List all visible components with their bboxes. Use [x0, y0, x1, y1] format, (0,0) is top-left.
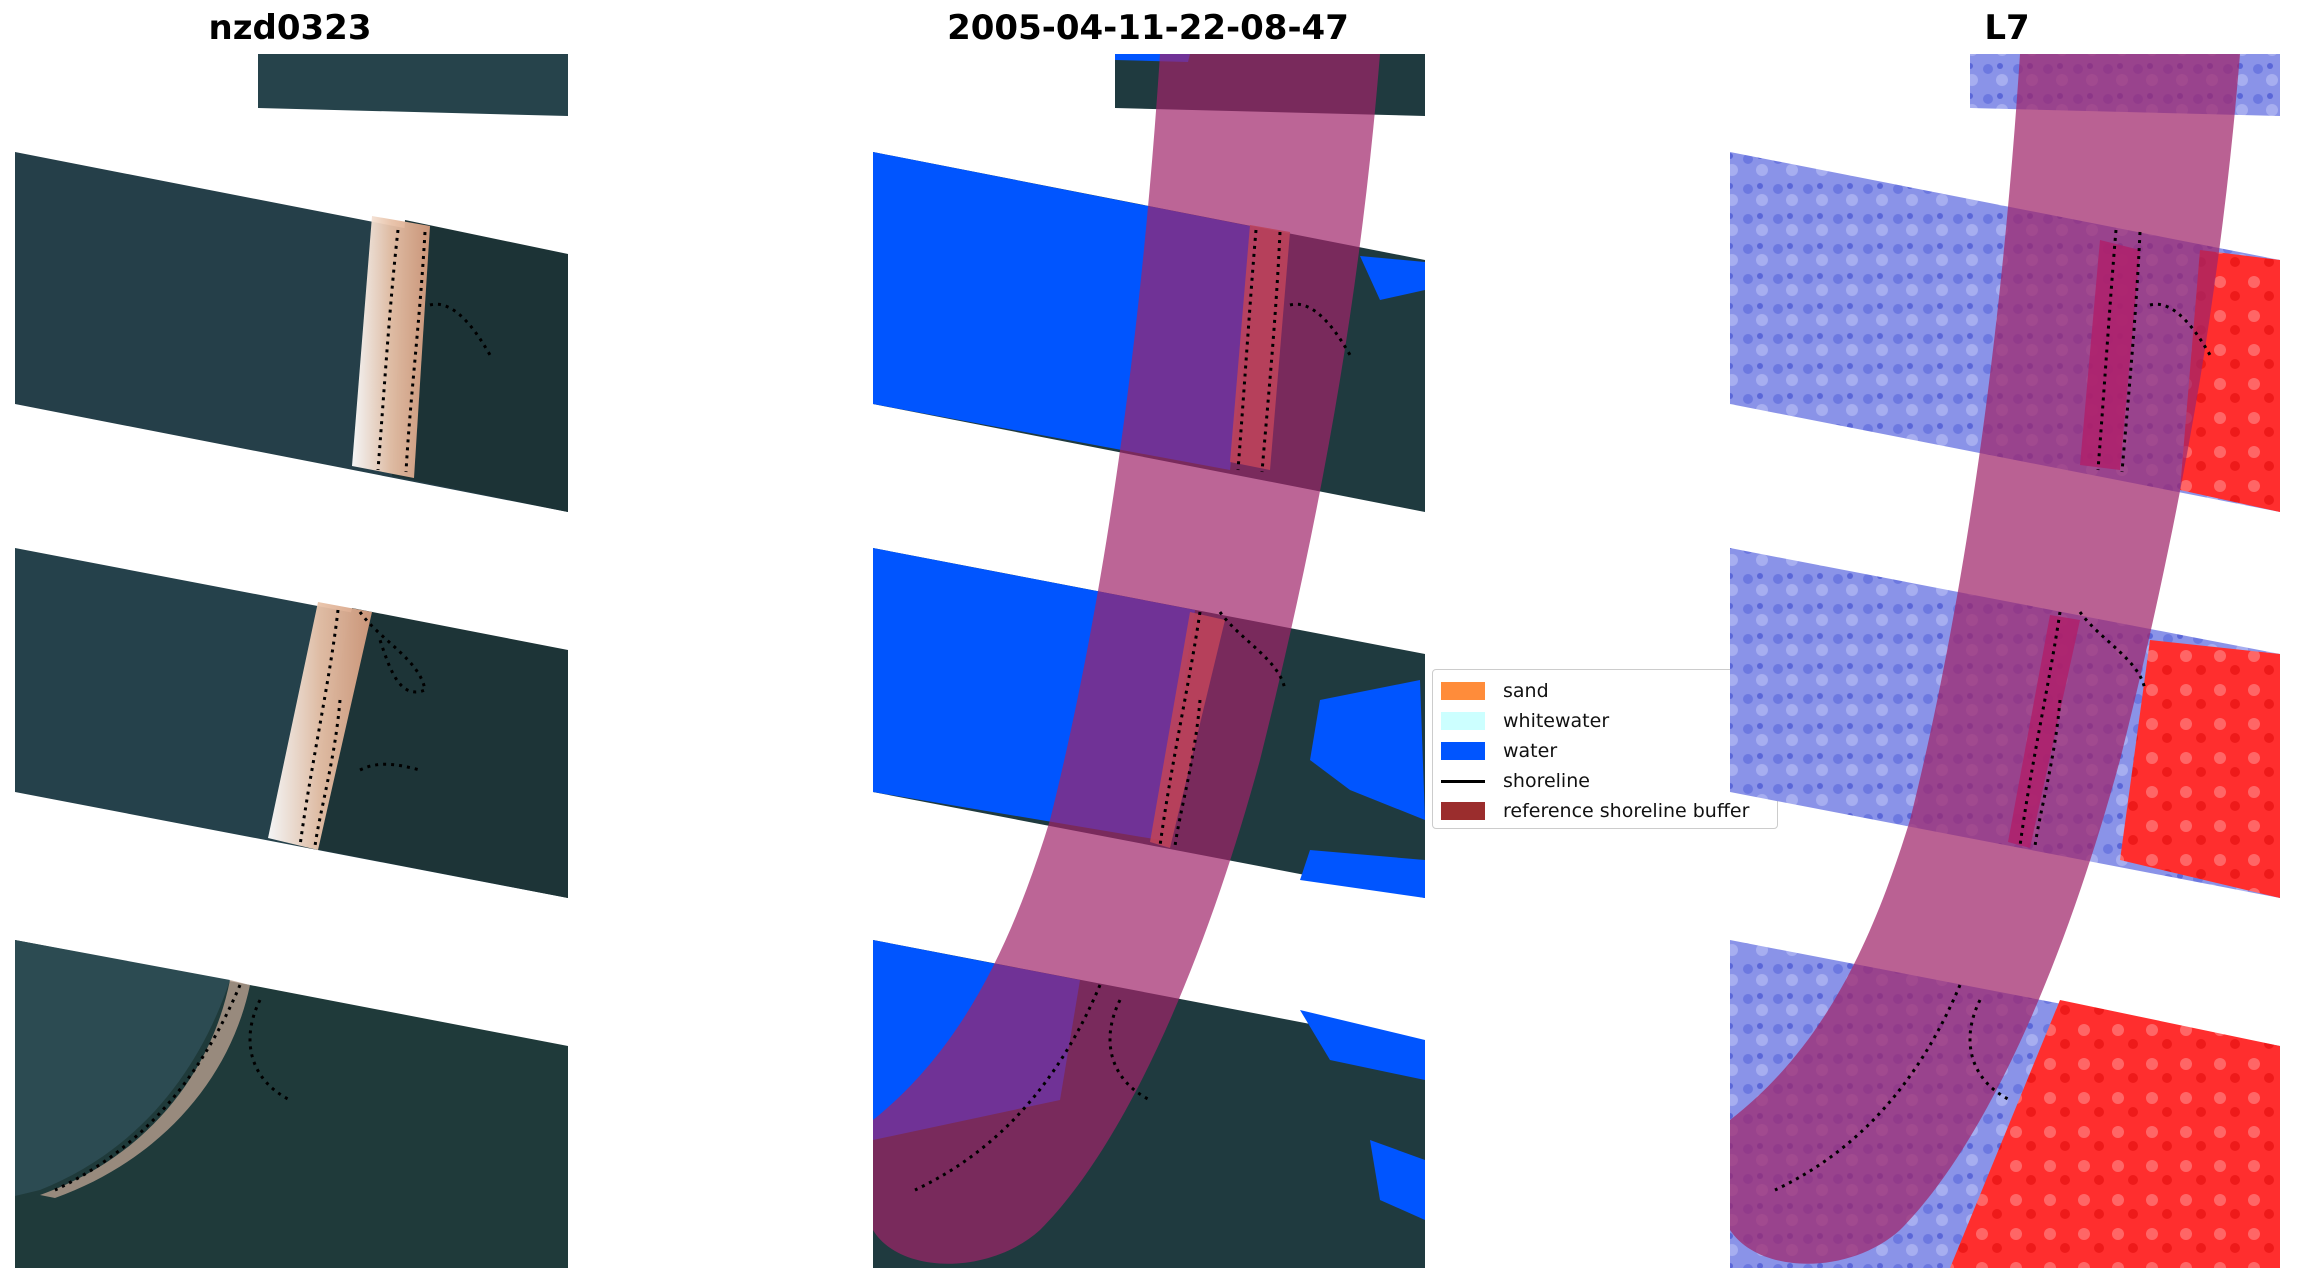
- legend-item-whitewater: whitewater: [1441, 706, 1769, 736]
- legend-label-water: water: [1503, 740, 1558, 762]
- legend-swatch-water: [1441, 742, 1485, 760]
- legend-item-buffer: reference shoreline buffer: [1441, 796, 1769, 826]
- legend-label-shoreline: shoreline: [1503, 770, 1590, 792]
- legend-label-sand: sand: [1503, 680, 1549, 702]
- legend-label-buffer: reference shoreline buffer: [1503, 800, 1750, 822]
- panel-title-date: 2005-04-11-22-08-47: [947, 8, 1349, 48]
- legend-swatch-buffer: [1441, 802, 1485, 820]
- legend-item-water: water: [1441, 736, 1769, 766]
- legend-swatch-sand: [1441, 682, 1485, 700]
- legend: sand whitewater water shoreline referenc…: [1432, 669, 1778, 829]
- legend-swatch-whitewater: [1441, 712, 1485, 730]
- legend-label-whitewater: whitewater: [1503, 710, 1610, 732]
- legend-item-sand: sand: [1441, 676, 1769, 706]
- legend-line-shoreline: [1441, 779, 1485, 783]
- legend-item-shoreline: shoreline: [1441, 766, 1769, 796]
- panel-title-image-name: nzd0323: [208, 8, 372, 48]
- panel-title-satellite: L7: [1984, 8, 2030, 48]
